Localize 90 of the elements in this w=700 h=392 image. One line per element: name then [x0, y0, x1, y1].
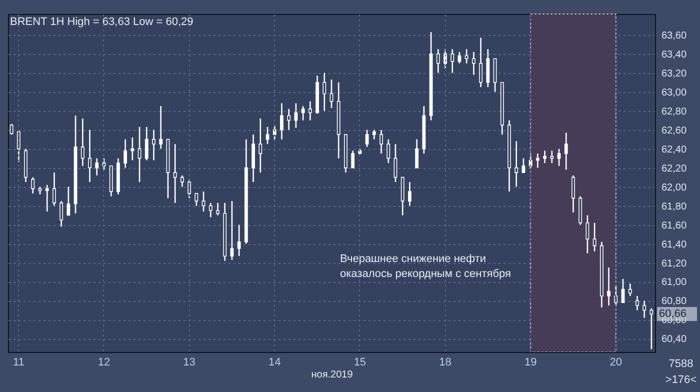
candlestick [216, 202, 220, 216]
candlestick [450, 48, 454, 74]
x-tick-label: 13 [183, 356, 196, 368]
y-tick-label: 61,00 [662, 277, 687, 288]
candlestick [400, 176, 404, 216]
candlestick [543, 150, 546, 164]
candlestick [550, 150, 554, 164]
text: >176< [664, 374, 698, 386]
candlestick [642, 300, 646, 318]
candlestick [45, 184, 49, 212]
y-tick-label: 62,80 [662, 106, 687, 118]
candlestick [607, 266, 610, 306]
candlestick [386, 138, 390, 164]
candlestick [152, 129, 156, 161]
candlestick [280, 102, 284, 140]
candlestick [636, 295, 639, 311]
candlestick [351, 150, 355, 168]
y-tick-label: 62,60 [662, 125, 687, 136]
candlestick [308, 100, 312, 121]
y-tick-label: 61,60 [662, 220, 687, 232]
candlestick [572, 174, 575, 214]
candlestick [564, 132, 568, 170]
candlestick [180, 174, 184, 188]
x-tick-label: 15 [354, 356, 366, 368]
candlestick [536, 152, 540, 168]
x-tick-label: 12 [98, 356, 110, 368]
candlestick [650, 308, 654, 350]
y-tick-label: 62,00 [662, 182, 687, 194]
candlestick [287, 108, 291, 130]
x-tick-label: 11 [12, 356, 24, 368]
y-tick-label: 61,20 [662, 258, 687, 270]
candlestick [124, 138, 128, 168]
candlestick [592, 222, 596, 252]
annotation: Вчерашнее снижение нефти оказалось рекордным с сентября [340, 252, 512, 282]
candlestick [258, 118, 262, 174]
candlestick [130, 136, 134, 161]
candlestick [486, 48, 490, 88]
candlestick [301, 105, 305, 121]
candlestick [380, 129, 383, 154]
y-tick-label: 60,40 [662, 334, 687, 346]
candlestick [80, 118, 84, 167]
candlestick [408, 181, 412, 206]
candlestick [522, 158, 526, 174]
candlestick [173, 143, 177, 204]
candlestick [252, 134, 255, 183]
candlestick [88, 129, 92, 183]
candlestick [208, 202, 212, 218]
candlestick [272, 124, 276, 140]
candlestick [202, 190, 206, 212]
candlestick [628, 282, 632, 297]
y-tick-label: 62,20 [662, 163, 687, 174]
y-tick-label: 63,00 [662, 87, 687, 98]
x-tick-label: 19 [524, 356, 537, 368]
candlestick [266, 126, 270, 145]
y-tick-label: 63,60 [662, 30, 687, 42]
candlestick [464, 48, 468, 64]
candlestick [415, 138, 419, 168]
candlestick [514, 140, 518, 188]
candlestick [60, 200, 64, 228]
chart-title: BRENT 1H High = 63,63 Low = 60,29 [10, 16, 194, 28]
x-axis-title: ноя.2019 [311, 370, 354, 380]
candlestick [52, 172, 56, 206]
y-tick-label: 60,80 [662, 296, 687, 308]
candlestick [528, 152, 532, 168]
candlestick [237, 224, 241, 257]
candlestick [159, 105, 163, 150]
y-tick-label: 61,40 [662, 239, 687, 250]
candlestick [95, 158, 99, 176]
candlestick [230, 200, 234, 261]
y-tick-label: 63,40 [662, 49, 687, 60]
candlestick [493, 58, 497, 93]
candlestick [66, 186, 70, 216]
candlestick [144, 126, 148, 161]
candlestick [31, 176, 35, 194]
candlestick [436, 48, 440, 74]
candlestick [479, 37, 483, 88]
candlestick [194, 192, 198, 206]
y-tick-label: 62,40 [662, 144, 687, 156]
y-tick-label: 61,80 [662, 201, 687, 212]
x-tick-label: 20 [610, 356, 622, 368]
candlestick [365, 129, 369, 148]
x-tick-label: 18 [439, 356, 452, 368]
candlestick [557, 148, 561, 167]
candlestick [458, 51, 462, 64]
text: 7588 [668, 358, 694, 370]
y-tick-label: 63,20 [662, 68, 687, 80]
candlestick [372, 129, 376, 140]
candlestick [322, 72, 326, 112]
candlestick [472, 51, 476, 76]
x-tick-label: 14 [268, 356, 281, 368]
